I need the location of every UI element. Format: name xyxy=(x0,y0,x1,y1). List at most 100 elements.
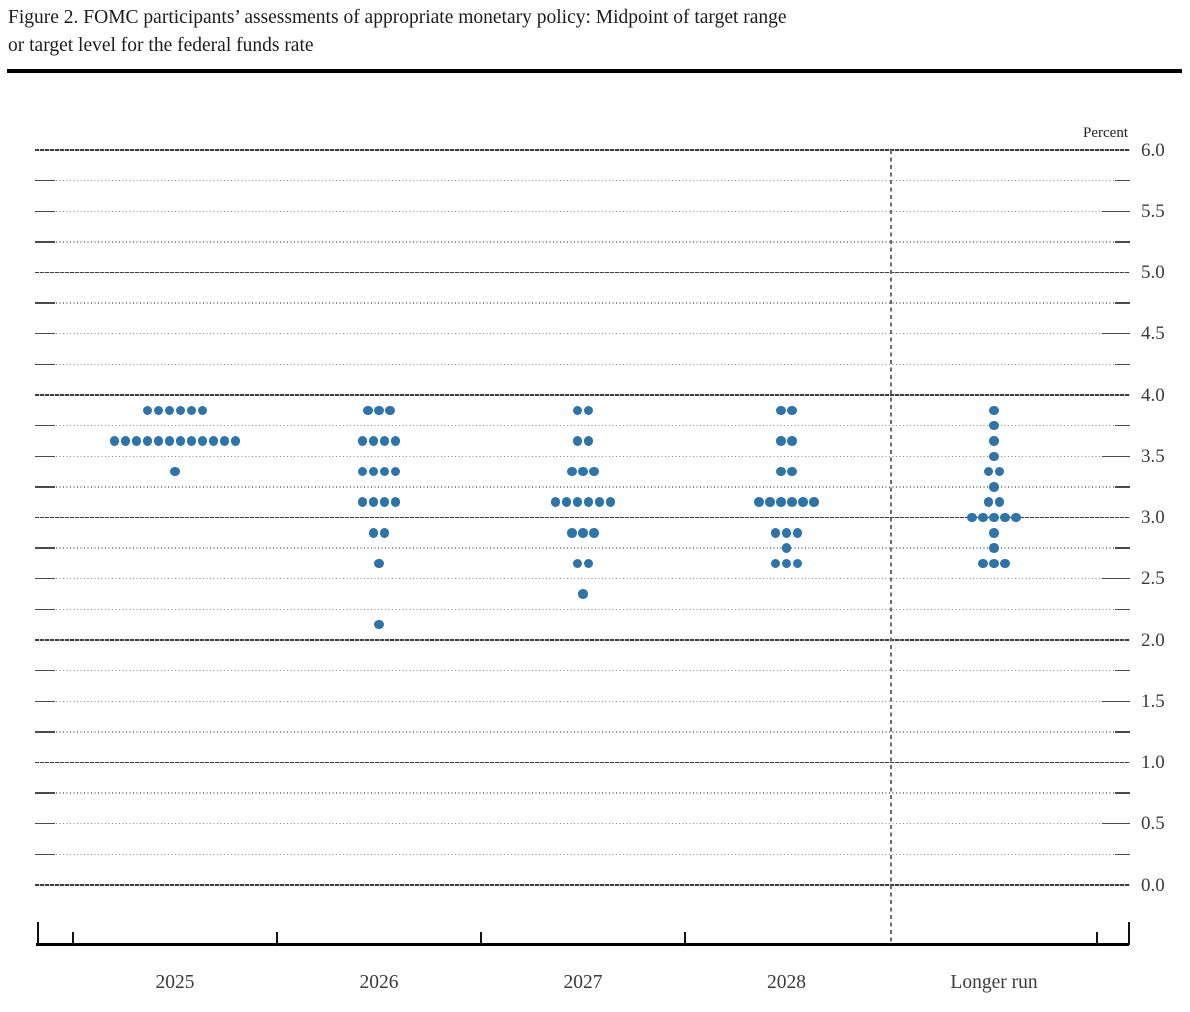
projection-dot xyxy=(357,466,368,477)
gridline-right-cap xyxy=(1102,210,1130,212)
projection-dot xyxy=(550,497,561,507)
projection-dot xyxy=(978,558,988,569)
x-axis-category-label: Longer run xyxy=(950,972,1038,993)
projection-dot xyxy=(967,512,977,523)
projection-dot xyxy=(572,497,583,507)
projection-dot xyxy=(578,466,588,477)
projection-dot xyxy=(186,405,197,416)
projection-dot xyxy=(792,558,803,569)
projection-dot xyxy=(120,436,131,446)
projection-dot xyxy=(170,466,180,477)
x-axis-left-cap xyxy=(37,921,39,945)
y-axis-tick-label: 4.0 xyxy=(1141,384,1165,406)
longer-run-separator-line xyxy=(890,150,892,945)
projection-dot xyxy=(572,436,583,446)
projection-dot xyxy=(989,528,999,538)
projection-dot xyxy=(197,436,208,446)
projection-dot xyxy=(368,466,379,477)
projection-dot xyxy=(989,405,999,416)
projection-dot xyxy=(776,436,786,446)
projection-dot xyxy=(230,436,241,446)
gridline-dotted xyxy=(35,333,1130,335)
projection-dot xyxy=(142,405,153,416)
projection-dot xyxy=(368,436,379,446)
y-axis-tick-label: 3.5 xyxy=(1141,445,1165,467)
gridline-dotted xyxy=(35,424,1130,427)
projection-dot xyxy=(572,405,583,416)
x-axis-tick xyxy=(276,931,278,945)
y-axis-unit-label: Percent xyxy=(1083,125,1128,141)
projection-dot xyxy=(567,466,577,477)
projection-dot xyxy=(390,466,401,477)
projection-dot xyxy=(219,436,230,446)
projection-dot xyxy=(776,405,786,416)
projection-dot xyxy=(164,405,175,416)
projection-dot xyxy=(208,436,219,446)
gridline-right-cap xyxy=(1115,302,1130,304)
gridline-left-cap xyxy=(35,210,55,212)
gridline-right-cap xyxy=(1115,792,1130,794)
x-axis-category-label: 2027 xyxy=(563,972,603,993)
gridline-solid xyxy=(35,761,1130,764)
x-axis-category-label: 2028 xyxy=(767,972,806,993)
projection-dot xyxy=(787,405,797,416)
x-axis-tick xyxy=(684,931,686,945)
y-axis-tick-label: 1.5 xyxy=(1141,690,1165,712)
projection-dot xyxy=(989,451,999,461)
projection-dot xyxy=(583,497,594,507)
projection-dot xyxy=(589,466,599,477)
gridline-dotted xyxy=(35,241,1130,243)
projection-dot xyxy=(770,528,781,538)
x-axis-tick xyxy=(480,931,482,945)
x-axis-category-label: 2025 xyxy=(155,972,195,993)
projection-dot xyxy=(1000,512,1010,523)
projection-dot xyxy=(374,405,384,416)
projection-dot xyxy=(978,512,988,523)
projection-dot xyxy=(153,436,164,446)
projection-dot xyxy=(186,436,197,446)
projection-dot xyxy=(583,405,594,416)
projection-dot xyxy=(989,543,999,553)
y-axis-tick-label: 2.5 xyxy=(1141,568,1165,590)
projection-dot xyxy=(983,466,994,477)
projection-dot xyxy=(983,497,994,507)
gridline-dotted xyxy=(35,700,1130,702)
projection-dot xyxy=(153,405,164,416)
y-axis-tick-label: 1.0 xyxy=(1141,752,1165,773)
gridline-right-cap xyxy=(1102,333,1130,335)
x-axis-right-cap xyxy=(1127,921,1130,945)
projection-dot xyxy=(787,497,797,507)
projection-dot xyxy=(989,482,999,492)
projection-dot xyxy=(1011,512,1021,523)
gridline-right-cap xyxy=(1102,823,1130,825)
gridline-right-cap xyxy=(1102,578,1130,580)
gridline-right-cap xyxy=(1115,608,1130,611)
gridline-left-cap xyxy=(35,486,55,488)
projection-dot xyxy=(798,497,808,507)
gridline-left-cap xyxy=(35,731,55,733)
projection-dot xyxy=(781,528,792,538)
projection-dot xyxy=(363,405,373,416)
gridline-dotted xyxy=(35,486,1130,488)
x-axis-line xyxy=(36,943,1129,946)
projection-dot xyxy=(175,436,186,446)
gridline-left-cap xyxy=(35,302,55,304)
gridline-dotted xyxy=(35,823,1130,825)
projection-dot xyxy=(589,528,599,538)
projection-dot xyxy=(368,528,379,538)
projection-dot xyxy=(385,405,395,416)
projection-dot xyxy=(379,436,390,446)
gridline-dotted xyxy=(35,363,1130,366)
projection-dot xyxy=(142,436,153,446)
projection-dot xyxy=(776,497,786,507)
gridline-right-cap xyxy=(1115,547,1130,549)
y-axis-tick-label: 0.0 xyxy=(1141,874,1165,896)
projection-dot xyxy=(605,497,616,507)
projection-dot xyxy=(770,558,781,569)
x-axis-tick xyxy=(72,931,74,945)
projection-dot xyxy=(561,497,572,507)
gridline-left-cap xyxy=(35,547,55,549)
gridline-dotted xyxy=(35,731,1130,733)
projection-dot xyxy=(357,497,368,507)
